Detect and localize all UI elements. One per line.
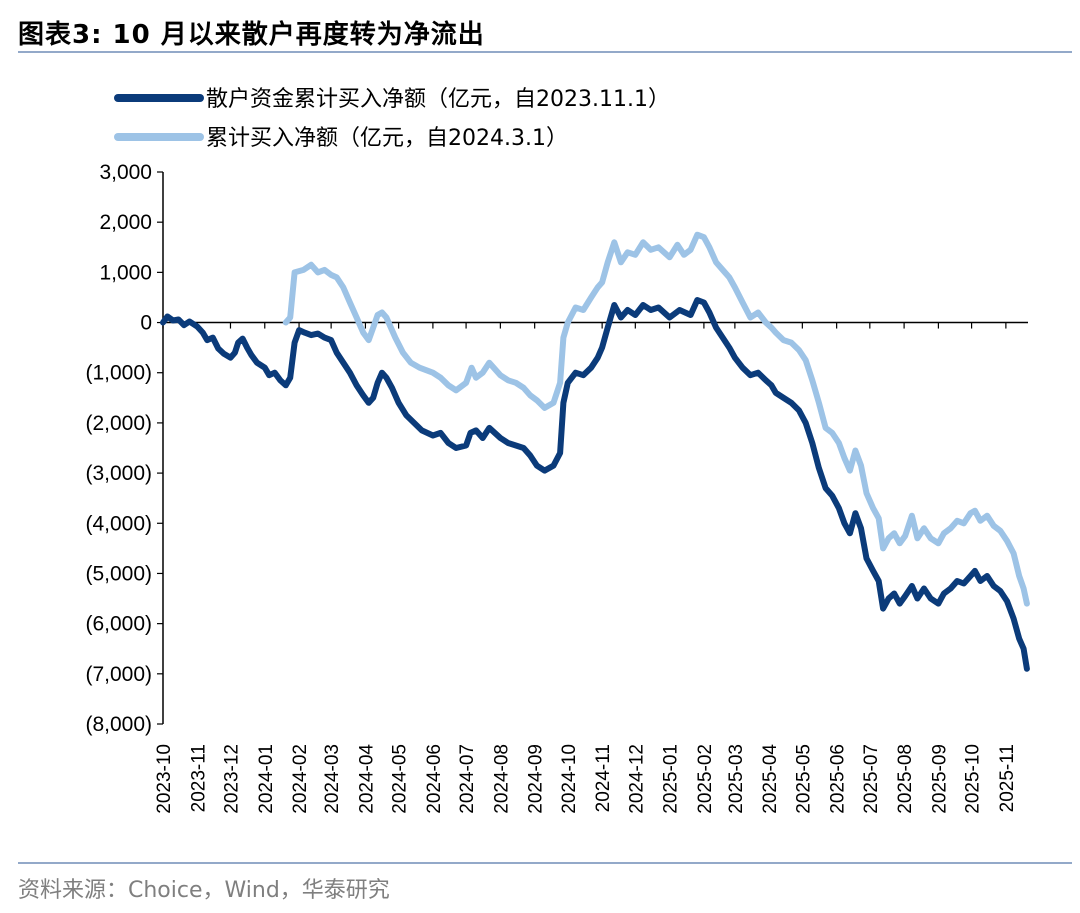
x-tick-label: 2024-06 [424, 744, 445, 814]
figure-title: 图表3: 10 月以来散户再度转为净流出 [18, 20, 485, 50]
x-tick-label: 2025-08 [895, 744, 916, 814]
x-tick-label: 2024-04 [356, 744, 377, 814]
y-tick-label: (4,000) [85, 512, 152, 535]
y-tick-label: 2,000 [99, 211, 152, 234]
y-tick-label: (8,000) [85, 713, 152, 736]
legend: 散户资金累计买入净额（亿元，自2023.11.1） 累计买入净额（亿元，自202… [114, 87, 670, 151]
x-tick-label: 2025-05 [793, 744, 814, 814]
x-tick-label: 2024-10 [559, 744, 580, 814]
x-tick-label: 2025-07 [861, 744, 882, 814]
y-tick-label: (3,000) [85, 462, 152, 485]
bottom-rule [18, 862, 1072, 864]
y-tick-label: (7,000) [85, 663, 152, 686]
x-tick-label: 2025-02 [695, 744, 716, 814]
x-tick-label: 2025-11 [997, 744, 1018, 812]
x-tick-label: 2024-01 [256, 744, 277, 814]
x-tick-label: 2024-09 [526, 744, 547, 814]
x-tick-label: 2023-11 [188, 744, 209, 812]
x-tick-label: 2024-07 [457, 744, 478, 814]
x-tick-label: 2023-12 [221, 744, 242, 814]
x-tick-label: 2025-06 [828, 744, 849, 814]
y-tick-label: (1,000) [85, 362, 152, 385]
y-tick-label: (2,000) [85, 412, 152, 435]
y-tick-label: 1,000 [99, 261, 152, 284]
x-tick-label: 2024-08 [491, 744, 512, 814]
source-note: 资料来源：Choice，Wind，华泰研究 [18, 878, 390, 903]
x-tick-label: 2025-10 [963, 744, 984, 814]
x-tick-label: 2025-03 [726, 744, 747, 814]
y-tick-label: 3,000 [99, 161, 152, 184]
legend-label-series1: 散户资金累计买入净额（亿元，自2023.11.1） [206, 87, 670, 112]
legend-label-series2: 累计买入净额（亿元，自2024.3.1） [206, 126, 568, 151]
x-tick-label: 2023-10 [154, 744, 175, 814]
series-line-1 [160, 297, 1030, 672]
x-tick-label: 2024-02 [290, 744, 311, 814]
y-tick-label: (5,000) [85, 562, 152, 585]
y-tick-label: 0 [140, 312, 152, 335]
y-tick-label: (6,000) [85, 613, 152, 636]
x-tick-label: 2024-03 [322, 744, 343, 814]
x-tick-label: 2025-09 [929, 744, 950, 814]
x-tick-label: 2024-11 [593, 744, 614, 812]
top-rule [18, 51, 1072, 53]
x-tick-label: 2024-05 [390, 744, 411, 814]
series-line-2 [282, 231, 1030, 607]
x-tick-label: 2024-12 [626, 744, 647, 814]
x-tick-label: 2025-04 [760, 744, 781, 814]
x-tick-label: 2025-01 [661, 744, 682, 814]
plot-area: 3,000 2,000 1,000 0 (1,000) (2,000) (3,000) (4,… [85, 161, 1030, 814]
